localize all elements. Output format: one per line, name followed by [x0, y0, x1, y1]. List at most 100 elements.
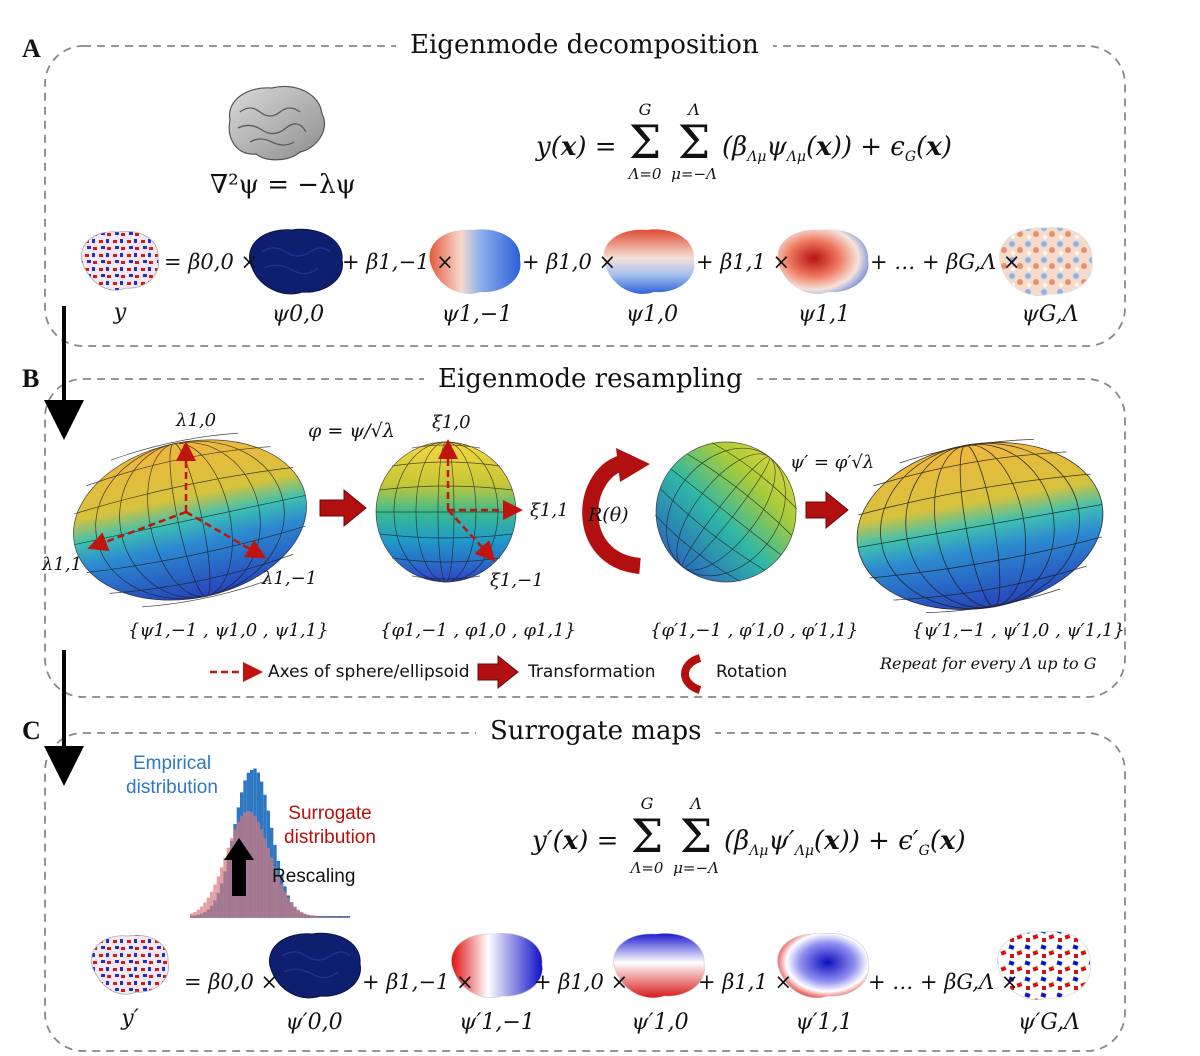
histogram-bar-surrogate: [266, 847, 270, 918]
brain-mode-prime-1-m1: [451, 933, 543, 999]
rescaling-label: Rescaling: [272, 866, 356, 887]
histogram-bar-surrogate: [246, 811, 250, 918]
legend-rotation-label: Rotation: [716, 662, 788, 682]
sphere-rotated: [654, 441, 798, 583]
decomposition-summand: (βΛμψΛμ(x)) + ϵG(x): [722, 132, 952, 166]
histogram-bar-surrogate: [343, 916, 347, 918]
surrogate-distribution-label: Surrogate distribution: [284, 803, 376, 848]
histogram-bar-surrogate: [293, 906, 297, 918]
set-phi-prime: {φ′1,−1 , φ′1,0 , φ′1,1}: [650, 620, 859, 641]
histogram-bar-surrogate: [346, 916, 350, 918]
term-c-3: + β1,1 ×: [698, 970, 793, 994]
psi-prime-equation: ψ′ = φ′√λ: [790, 452, 875, 473]
histogram-bar-surrogate: [283, 891, 287, 918]
histogram-bar-surrogate: [200, 906, 204, 918]
sigma-symbol: Σ: [679, 809, 713, 863]
axis-xi-10: ξ1,0: [432, 412, 471, 433]
label-c-3: ψ′1,0: [631, 1010, 689, 1035]
panel-b-letter: B: [22, 364, 40, 393]
brain-mode-1-m1: [429, 229, 521, 294]
histogram-bar-surrogate: [300, 911, 304, 918]
brain-mode-1-0: [603, 229, 695, 294]
panel-b-title: Eigenmode resampling: [424, 364, 757, 394]
term-a-4: + … + βG,Λ ×: [870, 250, 1021, 274]
transform-arrow-2: [805, 490, 849, 530]
brain-y-prime-map: [91, 934, 169, 995]
histogram-bar-surrogate: [213, 884, 217, 918]
panel-c-title: Surrogate maps: [476, 716, 716, 746]
sum-upper-inner-c: Λ: [690, 794, 702, 813]
histogram-bar-surrogate: [220, 867, 224, 918]
rotation-arc: [582, 448, 650, 574]
sigma-symbol: Σ: [630, 809, 664, 863]
ellipsoid-original: [73, 432, 307, 608]
brain-mode-prime-g-l: [997, 931, 1091, 1000]
histogram-bar-surrogate: [206, 897, 210, 918]
histogram-bar-surrogate: [263, 838, 267, 918]
label-a-1: ψ0,0: [271, 302, 325, 327]
histogram-bar-surrogate: [336, 916, 340, 918]
histogram-bar-surrogate: [320, 916, 324, 918]
histogram-bar-surrogate: [333, 916, 337, 918]
histogram-bar-surrogate: [193, 911, 197, 918]
sum-upper-outer: G: [638, 100, 652, 119]
sum-lower-outer-c: Λ=0: [630, 859, 664, 877]
decomposition-equation: y(x) =: [536, 132, 617, 162]
axis-lambda-10: λ1,0: [176, 410, 217, 431]
term-a-3: + β1,1 ×: [696, 250, 791, 274]
brain-y-map: [81, 230, 159, 291]
repeat-note: Repeat for every Λ up to G: [880, 654, 1097, 673]
sum-outer-c: G Σ Λ=0: [622, 794, 672, 877]
histogram-bar-surrogate: [196, 909, 200, 918]
sum-lower-outer: Λ=0: [628, 165, 662, 183]
histogram-bar-surrogate: [223, 857, 227, 918]
rotation-label: R(θ): [588, 504, 629, 526]
sum-lower-inner: μ=−Λ: [671, 165, 717, 183]
panel-a-title: Eigenmode decomposition: [396, 30, 773, 60]
term-c-1: + β1,−1 ×: [362, 970, 474, 994]
label-a-2: ψ1,−1: [441, 302, 513, 327]
brain-mode-0-0: [249, 228, 343, 295]
sum-outer: G Σ Λ=0: [620, 100, 670, 183]
label-c-0: y′: [121, 1006, 139, 1031]
histogram-bar-surrogate: [230, 838, 234, 918]
term-c-2: + β1,0 ×: [534, 970, 629, 994]
brain-mode-prime-1-0: [613, 933, 705, 999]
helmholtz-equation: ∇²ψ = −λψ: [210, 170, 356, 200]
brain-mode-prime-0-0: [269, 932, 361, 999]
label-a-4: ψ1,1: [797, 302, 851, 327]
histogram-bar-surrogate: [273, 867, 277, 918]
legend-transformation-label: Transformation: [528, 662, 656, 682]
term-c-0: = β0,0 ×: [184, 970, 279, 994]
sum-inner-c: Λ Σ μ=−Λ: [664, 794, 728, 877]
phi-equation: φ = ψ/√λ: [308, 420, 395, 442]
histogram-bar-surrogate: [313, 916, 317, 918]
axis-lambda-1m1: λ1,−1: [262, 568, 318, 589]
brain-mode-prime-1-1: [777, 933, 869, 999]
surrogate-equation: y′(x) =: [532, 826, 619, 856]
histogram-bar-surrogate: [306, 914, 310, 918]
surrogate-summand: (βΛμψ′Λμ(x)) + ϵ′G(x): [724, 826, 966, 860]
histogram-bar-surrogate: [276, 876, 280, 918]
axis-lambda-11: λ1,1: [42, 554, 83, 575]
histogram-bar-surrogate: [250, 812, 254, 918]
histogram-bar-surrogate: [190, 913, 194, 918]
panel-c-border: [44, 732, 1126, 1052]
label-c-5: ψ′G,Λ: [1018, 1010, 1080, 1035]
histogram-bar-surrogate: [203, 902, 207, 918]
histogram-bar-surrogate: [330, 916, 334, 918]
gray-brain-image: [228, 85, 326, 161]
axis-xi-1m1: ξ1,−1: [490, 570, 544, 591]
transform-arrow-1: [319, 488, 367, 528]
histogram-bar-surrogate: [296, 909, 300, 918]
histogram-bar-surrogate: [340, 916, 344, 918]
set-psi-prime: {ψ′1,−1 , ψ′1,0 , ψ′1,1}: [912, 620, 1125, 641]
histogram-bar-surrogate: [310, 915, 314, 918]
set-phi: {φ1,−1 , φ1,0 , φ1,1}: [380, 620, 577, 641]
histogram-bar-surrogate: [210, 891, 214, 918]
term-a-2: + β1,0 ×: [522, 250, 617, 274]
empirical-distribution-label: Empirical distribution: [126, 753, 218, 798]
histogram-bar-surrogate: [323, 916, 327, 918]
panel-c-letter: C: [22, 716, 41, 745]
